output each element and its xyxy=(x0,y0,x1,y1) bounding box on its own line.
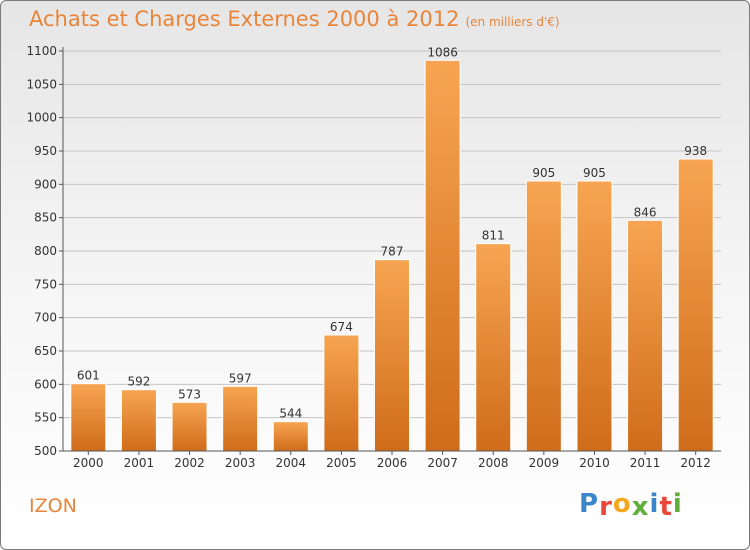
logo-letter: i xyxy=(649,489,660,519)
bar-value-label: 938 xyxy=(684,144,707,158)
y-tick-label: 900 xyxy=(34,177,57,191)
logo-letter: o xyxy=(612,489,632,519)
bar-value-label: 544 xyxy=(279,407,302,421)
y-tick-label: 750 xyxy=(34,277,57,291)
chart-title-text: Achats et Charges Externes 2000 à 2012 xyxy=(29,7,460,31)
bars: 601 592 573 597 544 674 787 1086 811 905 905 846 938 xyxy=(70,45,714,452)
x-tick-label: 2011 xyxy=(630,456,661,470)
x-tick-label: 2006 xyxy=(377,456,408,470)
y-tick-label: 1050 xyxy=(26,77,57,91)
y-tick-label: 1100 xyxy=(26,44,57,58)
logo-letter: t xyxy=(659,492,673,522)
bar xyxy=(424,59,461,452)
logo-letter: r xyxy=(599,492,613,522)
y-tick-label: 950 xyxy=(34,144,57,158)
bar xyxy=(525,180,562,452)
x-tick-label: 2007 xyxy=(427,456,458,470)
bar-value-label: 846 xyxy=(634,205,657,219)
bar-value-label: 592 xyxy=(127,375,150,389)
x-tick-label: 2004 xyxy=(275,456,306,470)
bar-value-label: 811 xyxy=(482,229,505,243)
x-tick-label: 2008 xyxy=(478,456,509,470)
bar xyxy=(475,243,512,452)
logo-letter: P xyxy=(579,489,600,519)
bar xyxy=(627,219,664,452)
y-tick-label: 650 xyxy=(34,344,57,358)
bar xyxy=(70,383,107,452)
y-tick-label: 800 xyxy=(34,244,57,258)
bar-value-label: 601 xyxy=(77,369,100,383)
bar xyxy=(374,259,410,452)
bar-value-label: 1086 xyxy=(427,45,458,59)
bar xyxy=(677,158,714,452)
bar-value-label: 597 xyxy=(229,371,252,385)
axes: 500 550 600 650 700 750 800 850 900 950 1000 1050 11… xyxy=(26,44,721,470)
bar-value-label: 905 xyxy=(532,166,555,180)
logo-letter: x xyxy=(631,492,650,522)
y-tick-label: 600 xyxy=(34,377,57,391)
y-tick-label: 850 xyxy=(34,211,57,225)
proxiti-logo: Proxiti xyxy=(579,489,683,522)
bar xyxy=(272,421,309,452)
x-tick-label: 2012 xyxy=(680,456,711,470)
place-name: IZON xyxy=(29,495,77,517)
bar xyxy=(171,401,208,452)
logo-letter: i xyxy=(672,489,683,519)
bar xyxy=(576,180,613,452)
x-tick-label: 2010 xyxy=(579,456,610,470)
bar-value-label: 674 xyxy=(330,320,353,334)
bar xyxy=(323,334,360,452)
x-tick-label: 2001 xyxy=(124,456,155,470)
y-tick-label: 550 xyxy=(34,411,57,425)
y-tick-label: 1000 xyxy=(26,111,57,125)
y-tick-label: 500 xyxy=(34,444,57,458)
bar-value-label: 573 xyxy=(178,387,201,401)
chart-title: Achats et Charges Externes 2000 à 2012 (e… xyxy=(29,7,560,31)
x-tick-label: 2002 xyxy=(174,456,205,470)
bar xyxy=(120,389,157,452)
x-tick-label: 2000 xyxy=(73,456,104,470)
y-tick-label: 700 xyxy=(34,311,57,325)
bar xyxy=(222,385,259,452)
x-tick-label: 2009 xyxy=(529,456,560,470)
chart-unit: (en milliers d'€) xyxy=(465,15,560,29)
x-tick-label: 2005 xyxy=(326,456,357,470)
bar-value-label: 905 xyxy=(583,166,606,180)
bar-value-label: 787 xyxy=(381,245,404,259)
x-tick-label: 2003 xyxy=(225,456,256,470)
